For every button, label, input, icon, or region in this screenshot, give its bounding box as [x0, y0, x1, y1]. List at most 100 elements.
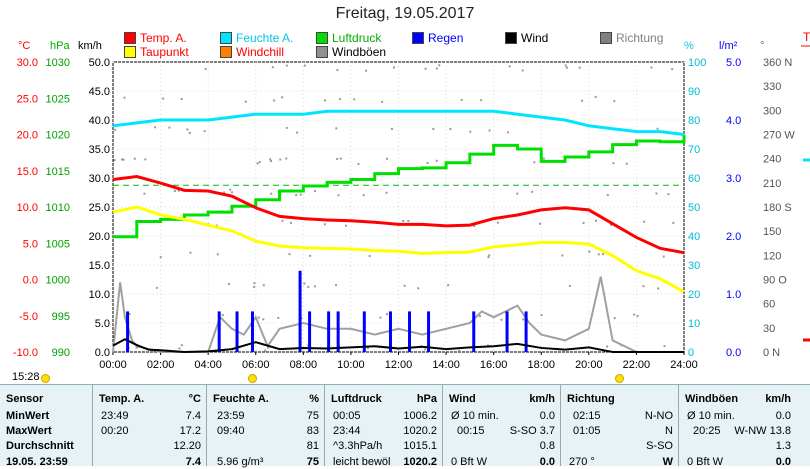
temp-tick-label: 30.0	[17, 57, 38, 69]
richtung-point	[365, 69, 368, 72]
legend-item-taupunkt: Taupunkt	[124, 45, 189, 59]
x-tick-label: 20:00	[575, 359, 603, 371]
richtung-max-time: 01:05	[573, 425, 601, 437]
richtung-point	[424, 348, 427, 351]
richtung-point	[338, 98, 341, 101]
boeen-column: Windböen km/h Ø 10 min. 0.0 20:25 W-NW 13.8…	[678, 385, 797, 468]
richtung-point	[295, 194, 298, 197]
richtung-point	[565, 66, 568, 69]
chart-title: Freitag, 19.05.2017	[335, 5, 475, 22]
richtung-point	[113, 159, 116, 162]
richtung-point	[323, 223, 326, 226]
hpa-tick-label: 1005	[46, 238, 70, 250]
richtung-point	[262, 318, 265, 321]
richtung-point	[488, 129, 491, 132]
richtung-point	[613, 317, 616, 320]
regen-bar	[505, 311, 509, 352]
stats-panel: Sensor MinWert MaxWert Durchschnitt 19.0…	[0, 384, 810, 468]
richtung-point	[602, 253, 605, 256]
richtung-point	[271, 66, 274, 69]
x-tick-label: 18:00	[527, 359, 555, 371]
pct-unit: %	[684, 40, 694, 52]
richtung-point	[253, 285, 256, 288]
pct-tick-label: 80	[688, 115, 700, 127]
richtung-point	[155, 286, 158, 289]
chart-area: 30.025.020.015.010.05.00.0-5.0-10.010301…	[13, 45, 810, 371]
pct-tick-label: 70	[688, 144, 700, 156]
rain-tick-label: 3.0	[726, 173, 741, 185]
richtung-point	[435, 67, 438, 70]
temp-max-time: 00:20	[101, 425, 129, 437]
kmh-tick-label: 5.0	[95, 318, 110, 330]
richtung-point	[469, 130, 472, 133]
richtung-point	[588, 250, 591, 253]
kmh-tick-label: 45.0	[89, 86, 110, 98]
rain-tick-label: 5.0	[726, 57, 741, 69]
richtung-point	[473, 224, 476, 227]
wind-column: Wind km/h Ø 10 min. 0.0 00:15 S-SO 3.7 0.8 …	[442, 385, 561, 468]
boeen-header: Windböen	[685, 393, 739, 405]
richtung-point	[336, 157, 339, 160]
feuchte-max-value: 83	[306, 425, 319, 437]
richtung-point	[564, 64, 567, 67]
richtung-point	[594, 95, 597, 98]
sun-marker-icon	[41, 374, 50, 383]
feuchte-min-value: 75	[306, 410, 319, 422]
dir-tick-label: 180 S	[763, 202, 792, 214]
feuchte-max-time: 09:40	[217, 425, 245, 437]
richtung-min-value: N-NO	[644, 410, 673, 422]
richtung-point	[289, 221, 292, 224]
richtung-point	[336, 69, 339, 72]
druck-unit-label: hPa	[416, 393, 437, 405]
x-tick-label: 06:00	[242, 359, 270, 371]
richtung-point	[178, 347, 181, 350]
boeen-unit-label: km/h	[765, 393, 791, 405]
richtung-point	[313, 285, 316, 288]
regen-bar	[308, 311, 312, 352]
richtung-point	[458, 349, 461, 352]
legend-label: Windchill	[236, 45, 285, 59]
richtung-point	[122, 158, 125, 161]
richtung-point	[385, 191, 388, 194]
richtung-point	[392, 66, 395, 69]
x-tick-label: 14:00	[432, 359, 460, 371]
temp-avg-value: 12.20	[173, 440, 201, 452]
legend-swatch	[220, 32, 232, 44]
legend-item-windb-en: Windböen	[316, 45, 386, 59]
richtung-point	[403, 284, 406, 287]
regen-bar	[427, 311, 431, 352]
richtung-point	[612, 162, 615, 165]
richtung-degrees: 270 °	[569, 456, 595, 468]
richtung-point	[262, 284, 265, 287]
wind-header: Wind	[449, 393, 476, 405]
richtung-point	[204, 68, 207, 71]
legend-swatch	[600, 32, 612, 44]
temp-tick-label: 25.0	[17, 93, 38, 105]
richtung-point	[368, 255, 371, 258]
richtung-point	[309, 254, 312, 257]
temp-min-value: 7.4	[185, 410, 201, 422]
legend-item-regen: Regen	[412, 31, 463, 45]
richtung-point	[285, 157, 288, 160]
dir-tick-label: 30	[763, 323, 775, 335]
richtung-point	[496, 221, 499, 224]
richtung-point	[424, 67, 427, 70]
rain-unit: l/m²	[719, 40, 738, 52]
kmh-tick-label: 40.0	[89, 115, 110, 127]
richtung-point	[188, 131, 191, 134]
durchschnitt-label: Durchschnitt	[6, 440, 74, 452]
richtung-point	[542, 157, 545, 160]
richtung-point	[432, 127, 435, 130]
wind-max-value: S-SO 3.7	[509, 425, 555, 437]
richtung-point	[135, 346, 138, 349]
legend-label: Feuchte A.	[236, 31, 294, 45]
richtung-point	[407, 219, 410, 222]
legend-item-feuchte-a-: Feuchte A.	[220, 31, 293, 45]
richtung-header: Richtung	[567, 393, 615, 405]
x-tick-label: 24:00	[670, 359, 698, 371]
kmh-tick-label: 25.0	[89, 202, 110, 214]
richtung-point	[299, 193, 302, 196]
sensor-column: Sensor MinWert MaxWert Durchschnitt 19.0…	[0, 385, 92, 468]
x-tick-label: 04:00	[194, 359, 222, 371]
richtung-point	[402, 219, 405, 222]
